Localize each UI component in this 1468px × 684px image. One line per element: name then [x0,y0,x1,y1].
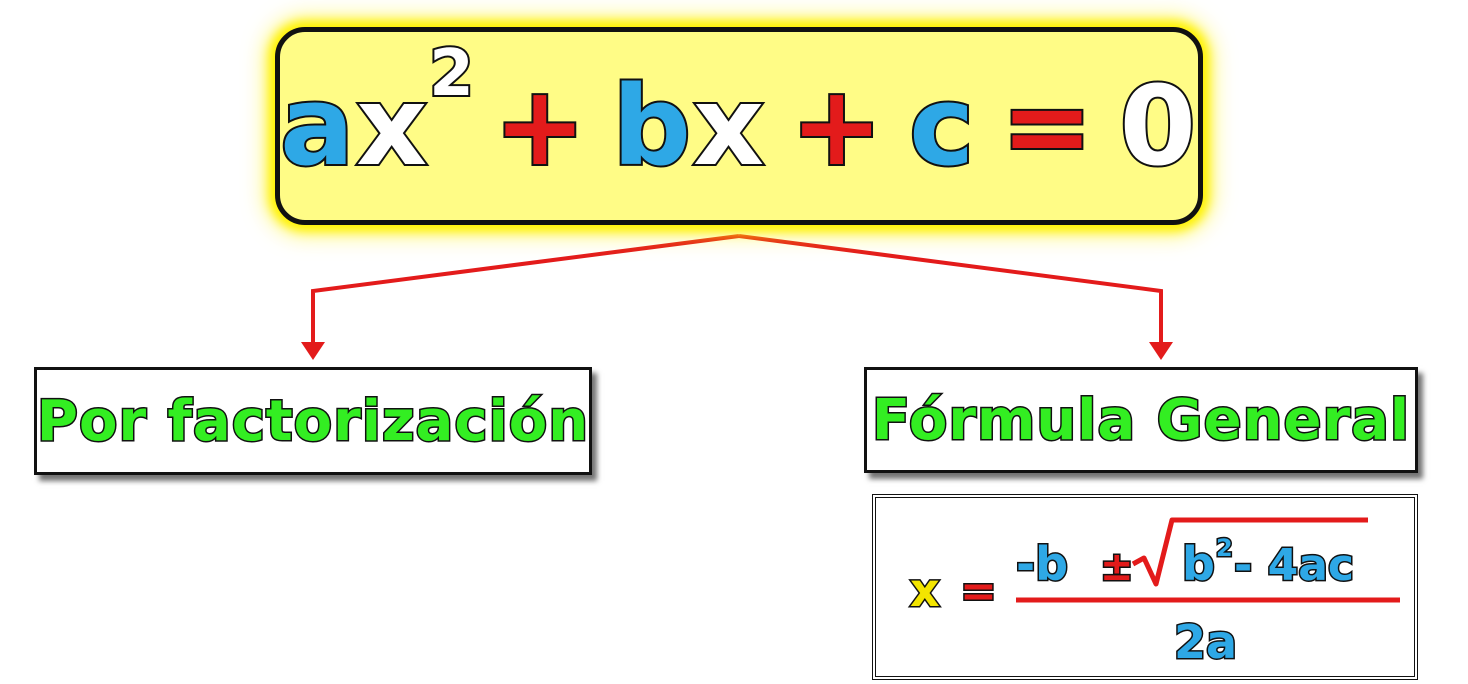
square-root-icon [1131,517,1368,587]
quadratic-equation-box: a x 2 + b x + c = 0 [275,27,1203,225]
formula-b-exponent: 2 [1216,534,1233,562]
arrow-to-factorization [311,234,740,346]
plus-operator: + [492,62,588,190]
formula-denominator: 2a [1174,615,1237,669]
formula-equals: = [960,566,997,617]
coefficient-b: b [610,62,694,190]
formula-b: b [1182,537,1215,591]
formula-x: x [910,563,940,617]
quadratic-equation: a x 2 + b x + c = 0 [278,32,1198,220]
factorization-label: Por factorización [35,387,590,455]
coefficient-a: a [278,62,357,190]
quadratic-formula: x = -b ± b 2 - 4ac 2a [909,517,1400,671]
zero-value: 0 [1117,62,1198,190]
constant-c: c [907,62,977,190]
general-formula-box: x = -b ± b 2 - 4ac 2a [872,494,1418,680]
general-formula-method-box: Fórmula General [864,367,1418,473]
general-formula-label: Fórmula General [870,386,1411,454]
equals-sign: = [999,62,1095,190]
arrow-to-general-formula [738,234,1163,346]
factorization-method-box: Por factorización [34,367,592,475]
formula-plus-minus: ± [1100,544,1134,590]
variable-x: x [354,62,430,190]
exponent-2: 2 [427,37,476,111]
arrowhead-right-icon [1149,342,1173,360]
variable-x: x [691,62,767,190]
plus-operator: + [789,62,885,190]
arrowhead-left-icon [301,342,325,360]
formula-minus-4ac: - 4ac [1234,540,1354,591]
formula-minus-b: -b [1016,537,1068,591]
